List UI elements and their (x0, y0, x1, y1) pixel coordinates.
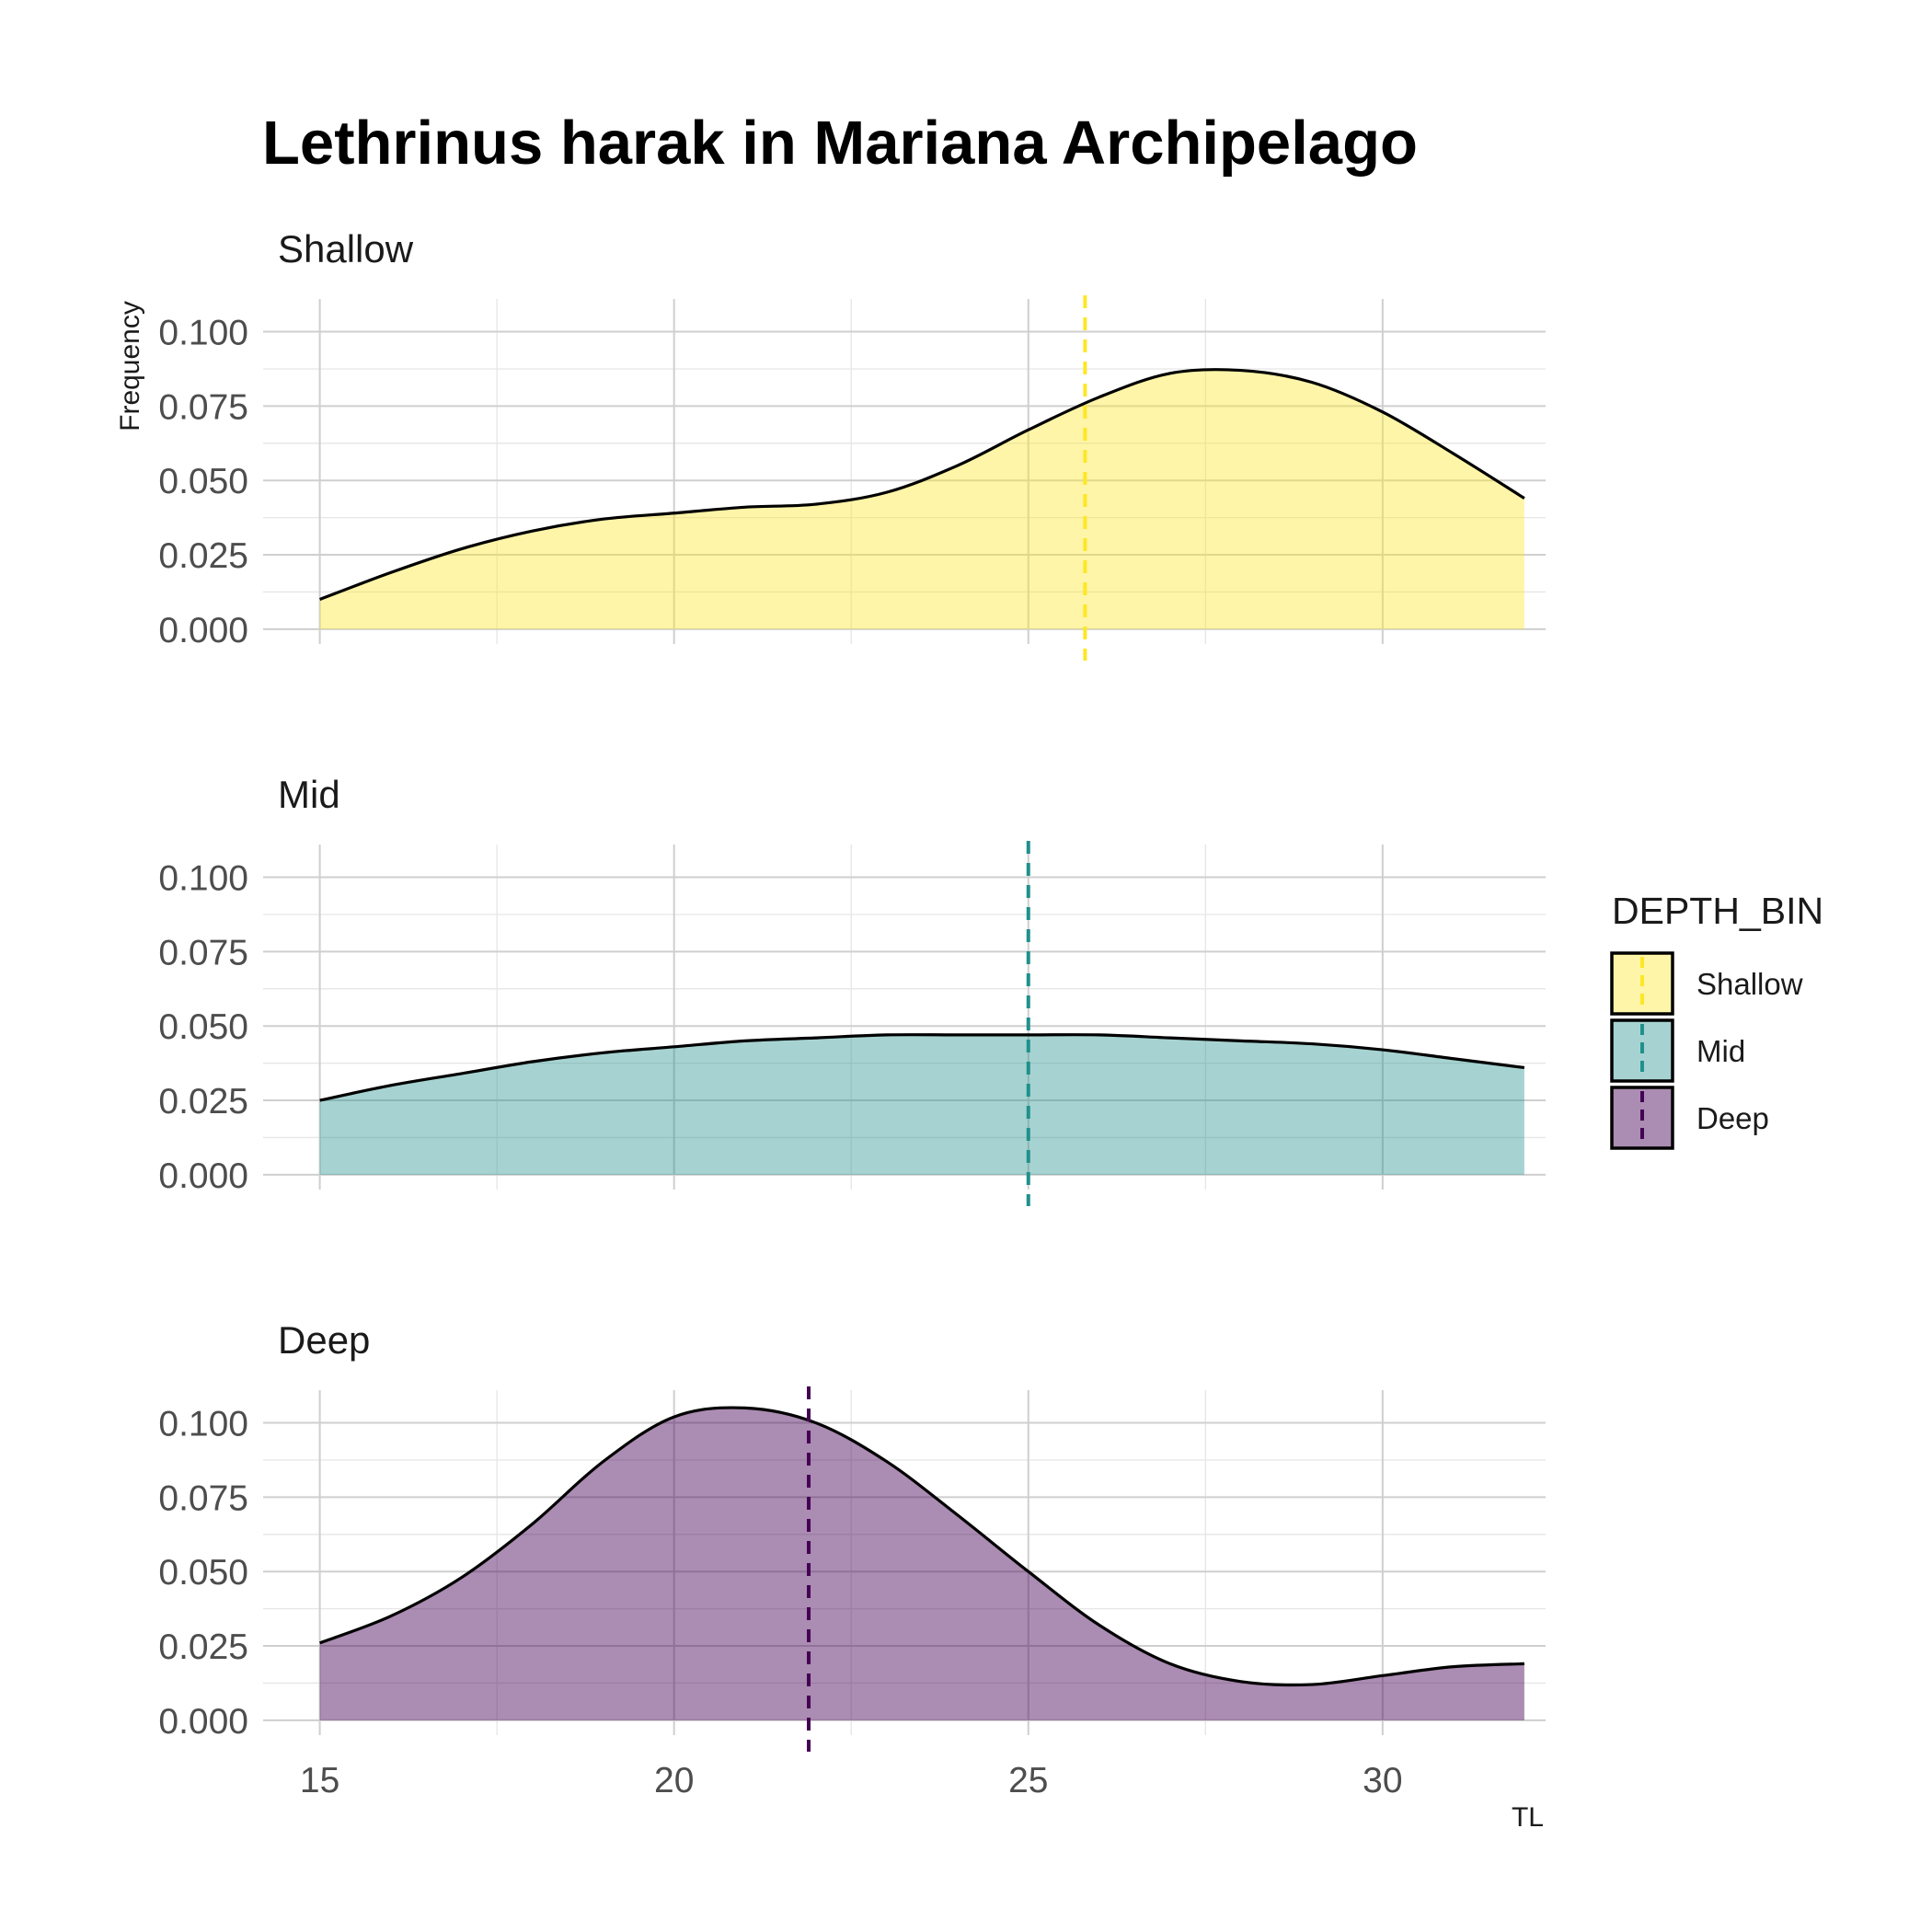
density-line-shallow (319, 368, 1525, 602)
y-tick-label: 0.025 (158, 536, 248, 576)
y-tick-label: 0.050 (158, 1553, 248, 1593)
legend-label: Mid (1696, 1034, 1745, 1068)
density-line-deep (319, 1406, 1524, 1687)
y-tick-label: 0.025 (158, 1082, 248, 1121)
x-tick-label: 30 (1363, 1761, 1402, 1800)
panel-deep: Deep 0.000 0.025 0.050 0.075 0.100 15 20 25 30 (158, 1318, 1546, 1800)
y-tick-label: 0.050 (158, 462, 248, 501)
panel-grid (263, 845, 1546, 1190)
legend-item-deep: Deep (1610, 1086, 1769, 1150)
x-axis-title: TL (1512, 1802, 1544, 1833)
y-tick-label: 0.100 (158, 1405, 248, 1444)
facet-label-mid: Mid (278, 773, 340, 816)
chart-title: Lethrinus harak in Mariana Archipelago (262, 109, 1418, 178)
y-tick-label: 0.025 (158, 1627, 248, 1667)
legend-label: Deep (1696, 1101, 1769, 1135)
panel-mid: Mid 0.000 0.025 0.050 0.075 0.100 (158, 773, 1546, 1206)
y-tick-label: 0.050 (158, 1007, 248, 1047)
y-tick-label: 0.100 (158, 859, 248, 899)
y-tick-label: 0.000 (158, 1702, 248, 1742)
y-tick-label: 0.075 (158, 933, 248, 972)
x-tick-label: 15 (300, 1761, 339, 1800)
facet-label-deep: Deep (278, 1318, 370, 1362)
legend: DEPTH_BIN Shallow Mid Deep (1610, 890, 1823, 1150)
density-area-deep (319, 1408, 1524, 1720)
y-axis-title: Frequency (115, 301, 145, 431)
facet-panels: Shallow 0.000 0.025 0.050 0.075 0.100 Mid 0.000… (158, 227, 1546, 1800)
panel-grid (263, 1390, 1546, 1735)
legend-item-mid: Mid (1610, 1018, 1745, 1083)
panel-shallow: Shallow 0.000 0.025 0.050 0.075 0.100 (158, 227, 1546, 661)
y-tick-label: 0.075 (158, 387, 248, 427)
y-tick-label: 0.075 (158, 1478, 248, 1518)
y-tick-label: 0.000 (158, 1156, 248, 1196)
facet-label-shallow: Shallow (278, 227, 414, 270)
density-line-mid (319, 1033, 1525, 1102)
legend-title: DEPTH_BIN (1612, 890, 1823, 932)
panel-grid (263, 299, 1546, 644)
legend-items: Shallow Mid Deep (1610, 951, 1803, 1150)
legend-label: Shallow (1696, 967, 1803, 1001)
x-tick-label: 25 (1008, 1761, 1048, 1800)
x-tick-label: 20 (654, 1761, 694, 1800)
legend-item-shallow: Shallow (1610, 951, 1803, 1016)
density-area-shallow (319, 369, 1524, 629)
density-area-mid (319, 1034, 1524, 1175)
y-tick-label: 0.100 (158, 314, 248, 353)
y-tick-label: 0.000 (158, 611, 248, 650)
